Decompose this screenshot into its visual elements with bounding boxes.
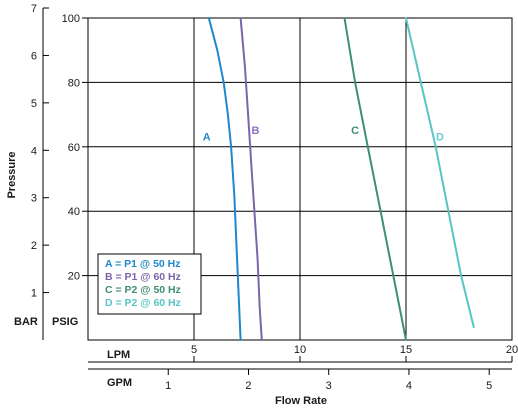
bar-unit-label: BAR	[14, 316, 38, 328]
gpm-tick-label: 3	[326, 380, 332, 392]
psig-tick-label: 80	[68, 77, 80, 89]
gpm-tick-label: 4	[406, 380, 412, 392]
x-axis-title: Flow Rate	[275, 395, 327, 407]
legend-entry-d: D = P2 @ 60 Hz	[105, 297, 181, 309]
legend-entry-c: C = P2 @ 50 Hz	[105, 284, 181, 296]
psig-unit-label: PSIG	[52, 316, 78, 328]
series-label-a: A	[203, 131, 211, 143]
lpm-tick-label: 15	[400, 344, 412, 356]
psig-tick-label: 100	[62, 13, 80, 25]
bar-tick-label: 1	[31, 288, 37, 300]
psig-axis-ticks: 20 40 60 80 100	[62, 13, 88, 283]
gpm-unit-label: GPM	[107, 377, 132, 389]
bar-axis-ticks: 1 2 3 4 5 6 7	[31, 3, 49, 300]
legend-entry-a: A = P1 @ 50 Hz	[105, 258, 181, 270]
psig-tick-label: 60	[68, 142, 80, 154]
gpm-axis-ticks: 1 2 3 4 5	[165, 369, 492, 392]
legend-items: A = P1 @ 50 HzB = P1 @ 60 HzC = P2 @ 50 …	[105, 258, 181, 309]
series-line-a	[207, 17, 242, 341]
gpm-tick-label: 1	[165, 380, 171, 392]
series-lines	[207, 17, 475, 341]
lpm-unit-label: LPM	[107, 349, 130, 361]
y-axis-title: Pressure	[6, 151, 18, 198]
series-labels: A B C D	[203, 125, 444, 143]
legend-box	[97, 253, 202, 315]
gpm-tick-label: 2	[245, 380, 251, 392]
series-label-c: C	[351, 125, 359, 137]
lpm-axis-ticks: 5 10 15 20	[191, 344, 518, 362]
bar-tick-label: 2	[31, 240, 37, 252]
psig-tick-label: 40	[68, 206, 80, 218]
psig-tick-label: 20	[68, 271, 80, 283]
bar-tick-label: 3	[31, 193, 37, 205]
legend-entry-b: B = P1 @ 60 Hz	[105, 271, 181, 283]
lpm-tick-label: 10	[294, 344, 306, 356]
series-line-d	[405, 17, 475, 329]
bar-tick-label: 4	[31, 145, 37, 157]
lpm-tick-label: 20	[506, 344, 518, 356]
bar-tick-label: 5	[31, 98, 37, 110]
gpm-tick-label: 5	[486, 380, 492, 392]
lpm-tick-label: 5	[191, 344, 197, 356]
legend: A = P1 @ 50 HzB = P1 @ 60 HzC = P2 @ 50 …	[97, 253, 202, 315]
bar-tick-label: 7	[31, 3, 37, 15]
series-line-c	[343, 17, 407, 341]
bar-tick-label: 6	[31, 50, 37, 62]
series-label-b: B	[252, 125, 260, 137]
series-label-d: D	[436, 131, 444, 143]
series-line-b	[239, 17, 263, 341]
